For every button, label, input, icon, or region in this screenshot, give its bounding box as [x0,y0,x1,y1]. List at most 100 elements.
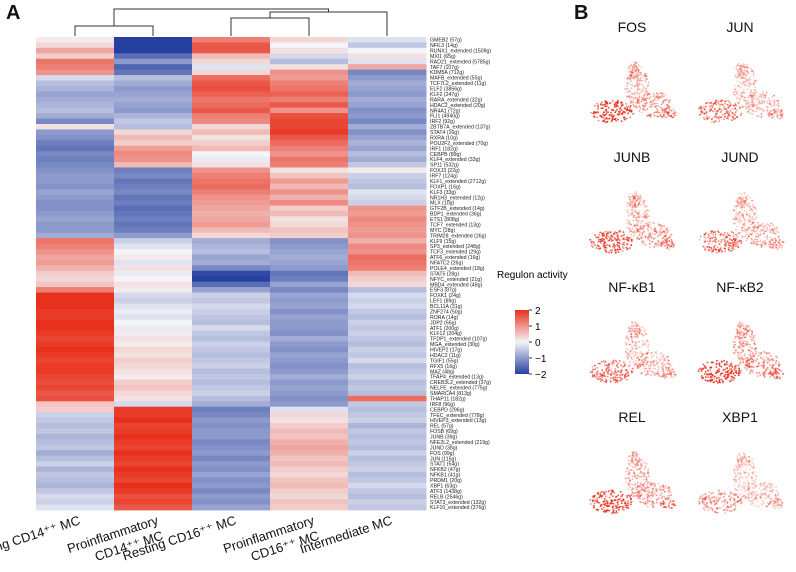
tsne-point [734,481,737,483]
tsne-point [639,221,642,224]
tsne-point [648,96,651,99]
heatmap-cell [114,156,193,163]
tsne-point [625,105,628,108]
tsne-point [628,327,631,329]
tsne-point [715,366,718,368]
tsne-point [641,372,644,374]
tsne-point [745,344,748,347]
tsne-point [638,363,641,365]
tsne-point [724,112,727,115]
tsne-point [718,379,721,382]
tsne-point [651,106,654,108]
tsne-point [780,114,783,117]
row-label: JUNB (39g) [430,435,457,441]
tsne-point [739,107,741,110]
tsne-point [653,371,656,374]
legend-tick-label: 1 [535,322,541,333]
tsne-point [642,225,644,227]
tsne-point [637,340,640,343]
tsne-point [664,116,667,119]
tsne-point [637,356,639,359]
tsne-point [597,236,600,239]
tsne-point [628,482,631,485]
tsne-point [631,213,634,216]
tsne-point [770,246,772,249]
tsne-point [670,238,673,241]
tsne-point [726,367,728,370]
tsne-point [670,374,672,377]
heatmap-cell [192,102,271,109]
heatmap-cell [270,118,349,125]
heatmap-cell [270,232,349,239]
tsne-point [638,230,641,233]
tsne-point [637,194,640,197]
tsne-point [743,206,746,209]
tsne-point [603,244,605,247]
heatmap-cell [36,303,115,310]
tsne-point [721,251,723,253]
tsne-point [748,220,751,223]
tsne-point [645,99,648,102]
tsne-point [754,97,757,100]
tsne-point [704,249,707,251]
tsne-point [777,100,780,102]
tsne-point [631,101,634,104]
tsne-point [631,202,634,204]
tsne-point [646,372,649,375]
tsne-point [646,92,649,95]
tsne-point [741,229,744,232]
tsne-point [741,235,744,238]
tsne-point [720,232,723,235]
tsne-plot-title: REL [618,409,645,425]
tsne-point [720,103,723,106]
heatmap-cell [36,58,115,65]
tsne-point [638,211,640,213]
tsne-point [633,321,636,324]
tsne-point [663,245,666,247]
tsne-point [616,507,619,509]
tsne-point [639,355,642,358]
tsne-point [635,192,638,195]
tsne-point [673,370,676,373]
row-label: NFKB1 (41g) [430,473,461,479]
tsne-point [767,483,770,485]
tsne-point [639,195,642,198]
tsne-point [765,356,768,359]
tsne-point [667,372,670,375]
tsne-point [726,509,729,512]
heatmap-cell [192,395,271,402]
tsne-point [623,241,625,244]
tsne-point [738,214,740,217]
tsne-point [764,373,767,375]
tsne-point [739,342,742,345]
tsne-point [670,365,673,368]
tsne-point [753,366,755,369]
tsne-point [710,497,713,499]
heatmap-cell [114,325,193,331]
tsne-point [740,93,743,95]
tsne-point [735,468,738,471]
tsne-point [634,200,636,203]
tsne-point [741,76,743,78]
tsne-point [639,236,642,239]
heatmap-cell [192,471,271,478]
tsne-point [640,359,643,362]
tsne-point [644,357,647,360]
tsne-point [754,242,757,245]
tsne-point [636,99,639,102]
tsne-point [633,363,636,366]
tsne-point [733,345,735,348]
heatmap-cell [36,276,115,283]
tsne-point [717,109,719,112]
tsne-point [626,75,629,78]
tsne-point [632,67,634,69]
tsne-point [729,500,732,502]
heatmap-cell [192,162,271,168]
tsne-point [657,243,659,246]
tsne-point [630,498,632,501]
tsne-point [625,481,628,484]
tsne-point [629,501,632,504]
heatmap-cell [192,374,271,380]
tsne-point [634,341,637,344]
tsne-point [752,97,755,100]
